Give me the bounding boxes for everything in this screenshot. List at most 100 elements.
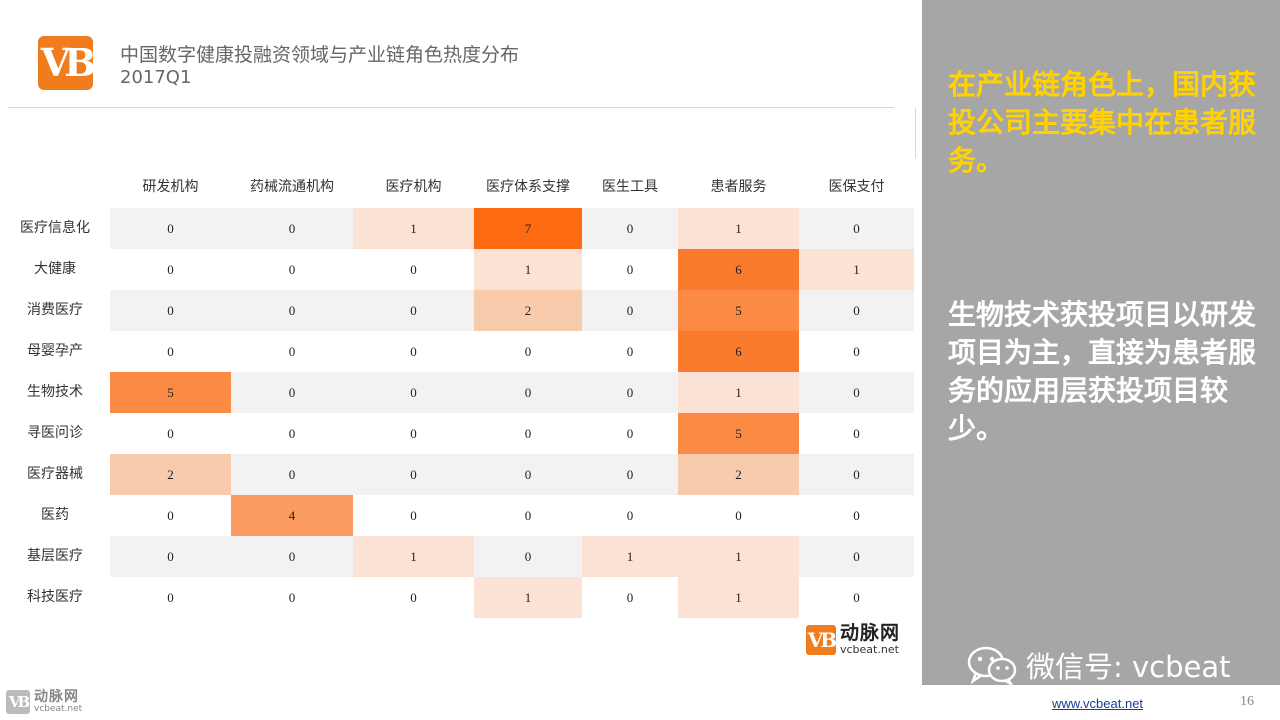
heatmap-cell: 0: [167, 590, 174, 605]
heatmap-cell: 0: [167, 549, 174, 564]
heatmap-cell: 0: [853, 590, 860, 605]
row-label: 医疗信息化: [20, 220, 90, 236]
heatmap-cell: 1: [353, 536, 474, 577]
heatmap-cell: 0: [288, 221, 296, 236]
heatmap-cell: 0: [167, 221, 174, 236]
heatmap-cell: 0: [853, 426, 860, 441]
heatmap-cell: 0: [853, 508, 860, 523]
footer-brand-en: vcbeat.net: [34, 704, 83, 714]
vb-logo-text: VB: [40, 40, 97, 85]
row-label: 医药: [41, 507, 69, 523]
heatmap-cell: 0: [288, 549, 296, 564]
row-label: 基层医疗: [27, 548, 83, 564]
heatmap-cell: 1: [678, 208, 799, 249]
footer-brand-name: 动脉网 vcbeat.net: [34, 690, 82, 714]
row-label: 大健康: [34, 261, 76, 277]
wechat-label: 微信号: vcbeat: [1026, 650, 1231, 684]
footer-logo: VB 动脉网 vcbeat.net: [6, 690, 82, 714]
heatmap-cell: 0: [167, 508, 174, 523]
page-subtitle: 2017Q1: [120, 67, 192, 88]
heatmap-cell: 0: [288, 590, 296, 605]
heatmap-cell: 0: [853, 549, 860, 564]
row-label: 科技医疗: [27, 589, 83, 605]
brand-name: 动脉网 vcbeat.net: [840, 622, 901, 656]
website-link[interactable]: www.vcbeat.net: [1052, 696, 1144, 711]
heatmap-cell: 0: [853, 303, 860, 318]
heatmap-cell: 1: [474, 249, 582, 290]
heatmap-cell: 0: [288, 262, 296, 277]
heatmap-cell: 0: [853, 385, 860, 400]
heatmap-cell: 0: [853, 344, 860, 359]
heatmap-cell: 0: [853, 221, 860, 236]
heatmap-cell: 1: [678, 577, 799, 618]
vb-logo: VB: [38, 36, 97, 90]
wechat-id: 微信号: vcbeat: [966, 644, 1231, 686]
column-label: 研发机构: [142, 179, 199, 195]
heatmap-cell: 4: [231, 495, 353, 536]
heatmap-cell: 0: [410, 344, 417, 359]
heatmap-cell: 0: [167, 303, 174, 318]
brand-en: vcbeat.net: [840, 643, 899, 656]
heatmap-cell: 0: [288, 303, 296, 318]
heatmap-cell: 0: [288, 467, 296, 482]
wechat-icon: [967, 646, 1017, 685]
page-number: 16: [1240, 694, 1254, 709]
heatmap-cell: 0: [167, 344, 174, 359]
heatmap-cell: 6: [678, 249, 799, 290]
column-label: 患者服务: [710, 179, 767, 195]
heatmap-cell: 0: [167, 262, 174, 277]
heatmap-cell: 0: [626, 344, 634, 359]
brand-logo: VB 动脉网 vcbeat.net: [806, 624, 900, 655]
heatmap-cell: 0: [524, 385, 532, 400]
heatmap-cell: 0: [410, 262, 417, 277]
side-note-text: 生物技术获投项目以研发项目为主，直接为患者服务的应用层获投项目较少。: [948, 298, 1257, 445]
heatmap-cell: 1: [799, 249, 914, 290]
heatmap-cell: 5: [678, 413, 799, 454]
header-divider: [8, 107, 894, 108]
heatmap-cell: 6: [678, 331, 799, 372]
heatmap-cell: 0: [410, 426, 417, 441]
heatmap-cell: 7: [474, 208, 582, 249]
heatmap-cell: 0: [524, 426, 532, 441]
panel-divider: [915, 108, 916, 158]
brand-cn: 动脉网: [840, 622, 901, 644]
heatmap-cell: 0: [626, 262, 634, 277]
column-label: 医保支付: [828, 179, 885, 195]
heatmap-cell: 0: [410, 303, 417, 318]
row-label: 医疗器械: [27, 466, 83, 482]
heatmap-cell: 0: [410, 467, 417, 482]
brand-badge: VB: [806, 624, 837, 655]
heatmap-cell: 0: [626, 590, 634, 605]
column-label: 医疗机构: [385, 179, 442, 195]
heatmap-cell: 0: [626, 467, 634, 482]
heatmap-cell: 0: [410, 590, 417, 605]
side-panel: [922, 0, 1280, 685]
heatmap-cell: 0: [626, 303, 634, 318]
row-label: 生物技术: [27, 384, 83, 400]
heatmap-cell: 0: [524, 344, 532, 359]
row-label: 母婴孕产: [27, 343, 83, 359]
page-title: 中国数字健康投融资领域与产业链角色热度分布: [120, 44, 520, 66]
heatmap-cell: 1: [582, 536, 678, 577]
heatmap-cell: 0: [524, 508, 532, 523]
column-label: 医生工具: [602, 179, 658, 195]
heatmap-cell: 0: [524, 549, 532, 564]
footer-badge: VB: [6, 690, 30, 714]
heatmap-cell: 0: [410, 385, 417, 400]
heatmap-cell: 0: [626, 221, 634, 236]
heatmap-cell: 1: [678, 372, 799, 413]
heatmap-cell: 0: [524, 467, 532, 482]
heatmap-cell: 0: [288, 344, 296, 359]
heatmap-cell: 0: [288, 385, 296, 400]
heatmap-cell: 2: [110, 454, 231, 495]
heatmap-cell: 0: [735, 508, 742, 523]
heatmap-cell: 0: [288, 426, 296, 441]
heatmap-cell: 1: [474, 577, 582, 618]
heatmap-cell: 0: [626, 385, 634, 400]
heatmap-cell: 0: [853, 467, 860, 482]
heatmap-cell: 0: [626, 508, 634, 523]
footer-brand-cn: 动脉网: [34, 689, 79, 705]
heatmap-cell: 0: [167, 426, 174, 441]
heatmap-cell: 2: [678, 454, 799, 495]
heatmap-cell: 1: [353, 208, 474, 249]
